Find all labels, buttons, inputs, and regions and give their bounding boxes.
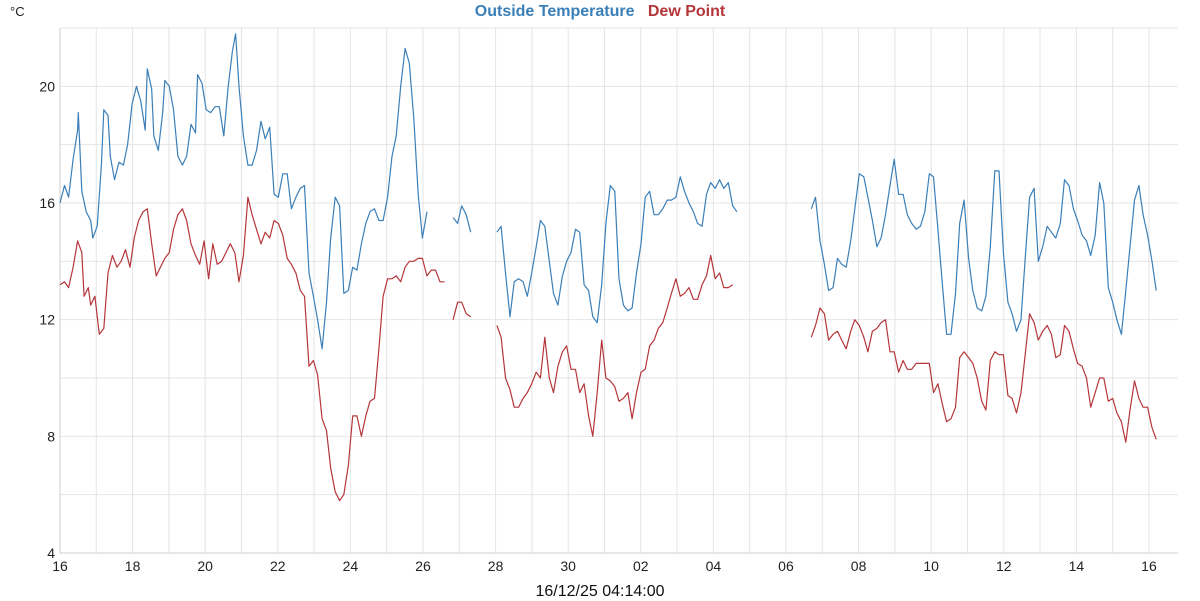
legend-outside-temperature[interactable]: Outside Temperature xyxy=(474,3,635,20)
y-axis-unit: °C xyxy=(10,4,25,19)
x-tick-label: 16 xyxy=(1141,558,1157,574)
y-tick-label: 8 xyxy=(47,428,55,444)
x-tick-label: 22 xyxy=(270,558,286,574)
dew-point-line xyxy=(452,301,472,320)
legend-dew-point[interactable]: Dew Point xyxy=(647,3,726,20)
x-tick-label: 04 xyxy=(706,558,722,574)
dew-point-line xyxy=(810,307,1157,443)
x-tick-label: 24 xyxy=(343,558,359,574)
x-tick-label: 20 xyxy=(197,558,213,574)
dew-point-line xyxy=(496,254,734,437)
x-tick-label: 06 xyxy=(778,558,794,574)
y-tick-label: 16 xyxy=(39,195,55,211)
dew-point-line xyxy=(59,196,445,502)
y-tick-label: 12 xyxy=(39,312,55,328)
x-tick-label: 08 xyxy=(851,558,867,574)
y-tick-label: 4 xyxy=(47,545,55,561)
x-tick-label: 26 xyxy=(415,558,431,574)
x-tick-label: 30 xyxy=(560,558,576,574)
chart-legend: Outside Temperature Dew Point xyxy=(0,3,1200,21)
x-tick-label: 16 xyxy=(52,558,68,574)
y-tick-label: 20 xyxy=(39,78,55,94)
chart-timestamp: 16/12/25 04:14:00 xyxy=(535,583,665,600)
outside-temperature-line xyxy=(59,33,428,350)
outside-temperature-line xyxy=(496,176,738,324)
x-tick-label: 28 xyxy=(488,558,504,574)
x-tick-label: 10 xyxy=(923,558,939,574)
x-tick-label: 18 xyxy=(125,558,141,574)
outside-temperature-line xyxy=(810,158,1157,335)
x-tick-label: 02 xyxy=(633,558,649,574)
outside-temperature-line xyxy=(452,205,472,233)
x-tick-label: 12 xyxy=(996,558,1012,574)
x-tick-label: 14 xyxy=(1069,558,1085,574)
